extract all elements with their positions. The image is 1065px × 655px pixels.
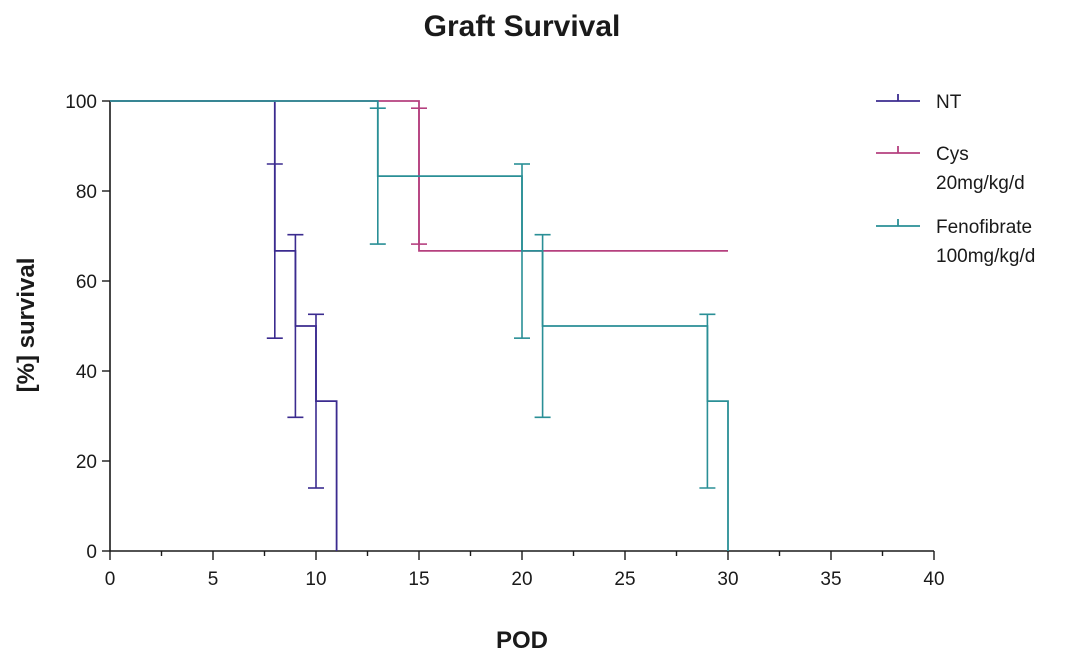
series-line xyxy=(110,100,338,551)
y-tick-label-0: 0 xyxy=(86,542,97,563)
x-tick-label-0: 0 xyxy=(105,569,116,590)
legend-label: NT xyxy=(936,92,962,113)
x-tick-label-40: 40 xyxy=(923,569,944,590)
series-1 xyxy=(110,100,338,551)
y-tick-label-60: 60 xyxy=(76,272,97,293)
x-tick-label-25: 25 xyxy=(614,569,635,590)
series-3 xyxy=(110,100,729,551)
x-tick-label-15: 15 xyxy=(408,569,429,590)
plot-area: 0 20 40 60 80 100 0 5 10 15 20 25 30 35 40 xyxy=(65,92,944,590)
y-tick-label-40: 40 xyxy=(76,362,97,383)
legend-label: Cys xyxy=(936,144,969,165)
x-tick-label-20: 20 xyxy=(511,569,532,590)
y-tick-label-20: 20 xyxy=(76,452,97,473)
y-axis-title: [%] survival xyxy=(13,258,40,393)
x-axis-title: POD xyxy=(496,627,548,654)
legend-label: 100mg/kg/d xyxy=(936,246,1035,267)
chart-title: Graft Survival xyxy=(424,10,621,43)
series-line xyxy=(110,100,729,551)
x-tick-label-10: 10 xyxy=(305,569,326,590)
x-tick-label-30: 30 xyxy=(717,569,738,590)
legend: NT Cys 20mg/kg/d Fenofibrate 100mg/kg/d xyxy=(876,92,1035,267)
legend-label: 20mg/kg/d xyxy=(936,173,1025,194)
y-tick-label-80: 80 xyxy=(76,182,97,203)
x-tick-label-5: 5 xyxy=(208,569,219,590)
x-tick-label-35: 35 xyxy=(820,569,841,590)
y-tick-label-100: 100 xyxy=(65,92,97,113)
legend-label: Fenofibrate xyxy=(936,217,1032,238)
